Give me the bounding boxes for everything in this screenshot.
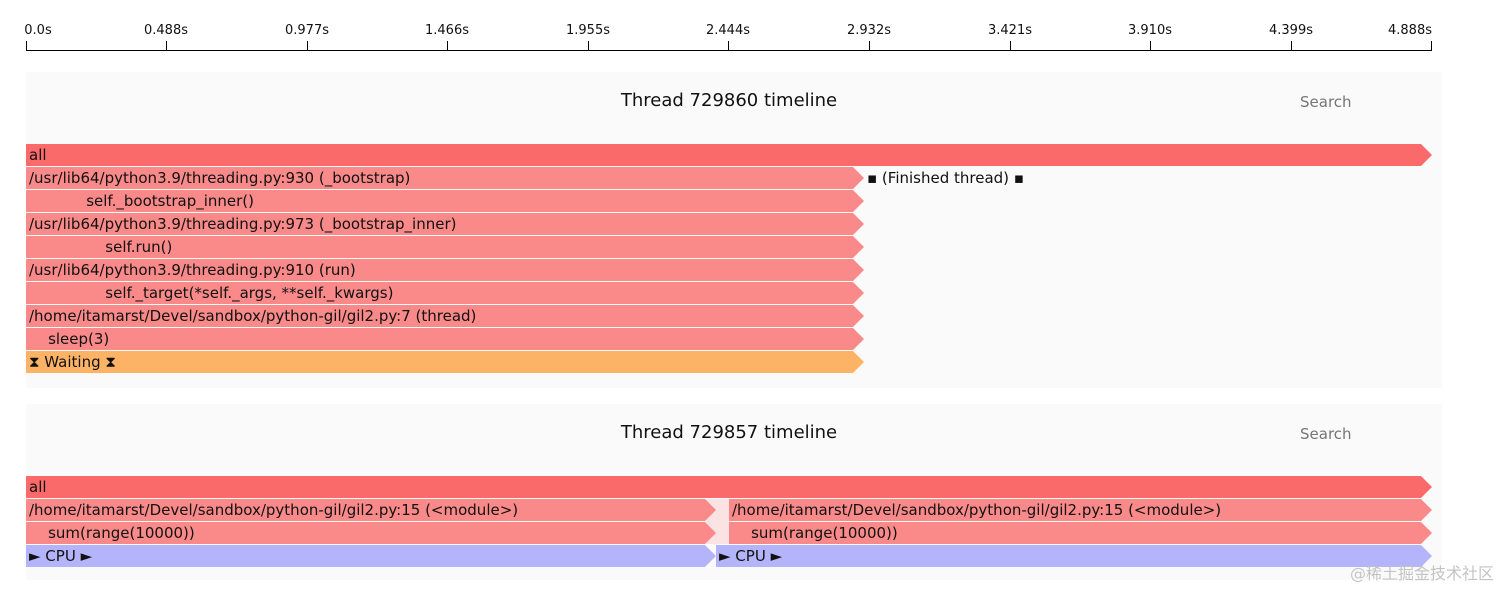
frame-run[interactable]: /usr/lib64/python3.9/threading.py:910 (r…	[26, 259, 864, 281]
frame-bootstrap[interactable]: /usr/lib64/python3.9/threading.py:930 (_…	[26, 167, 864, 189]
frame-code-right[interactable]: sum(range(10000))	[729, 522, 1432, 544]
frame-all[interactable]: all	[26, 144, 1432, 166]
tick-mark	[1431, 41, 1432, 50]
time-axis: 0.0s 0.488s 0.977s 1.466s 1.955s 2.444s …	[0, 0, 1512, 60]
thread-panel-729860: Thread 729860 timeline all /usr/lib64/py…	[26, 72, 1442, 388]
frame-thread[interactable]: /home/itamarst/Devel/sandbox/python-gil/…	[26, 305, 864, 327]
search-input[interactable]	[1298, 424, 1382, 444]
tick-mark	[1150, 41, 1151, 50]
frame-module-left[interactable]: /home/itamarst/Devel/sandbox/python-gil/…	[26, 499, 716, 521]
frame-bootstrap-code[interactable]: self._bootstrap_inner()	[26, 190, 864, 212]
frame-all[interactable]: all	[26, 476, 1432, 498]
tick-label: 2.444s	[706, 23, 750, 38]
tick-label: 0.488s	[144, 23, 188, 38]
tick-label: 1.955s	[566, 23, 610, 38]
frame-thread-code[interactable]: sleep(3)	[26, 328, 864, 350]
tick-mark	[447, 41, 448, 50]
tick-mark	[728, 41, 729, 50]
axis-line	[26, 50, 1432, 51]
tick-mark	[1010, 41, 1011, 50]
tick-label: 0.977s	[285, 23, 329, 38]
tick-label: 4.399s	[1269, 23, 1313, 38]
frame-bootstrap-inner-code[interactable]: self.run()	[26, 236, 864, 258]
tick-label: 0.0s	[24, 23, 52, 38]
frame-module-right[interactable]: /home/itamarst/Devel/sandbox/python-gil/…	[729, 499, 1432, 521]
frame-cpu-left[interactable]: ► CPU ►	[26, 545, 716, 567]
frame-cpu-right[interactable]: ► CPU ►	[716, 545, 1432, 567]
tick-mark	[869, 41, 870, 50]
frame-bootstrap-inner[interactable]: /usr/lib64/python3.9/threading.py:973 (_…	[26, 213, 864, 235]
search-input[interactable]	[1298, 92, 1382, 112]
thread-title: Thread 729860 timeline	[620, 90, 838, 111]
frame-waiting[interactable]: ⧗ Waiting ⧗	[26, 351, 864, 373]
tick-mark	[26, 41, 27, 50]
tick-label: 2.932s	[847, 23, 891, 38]
tick-mark	[1291, 41, 1292, 50]
tick-label: 3.421s	[988, 23, 1032, 38]
tick-label: 4.888s	[1388, 23, 1432, 38]
finished-thread-label: ▪ (Finished thread) ▪	[867, 169, 1024, 187]
frame-code-left[interactable]: sum(range(10000))	[26, 522, 716, 544]
tick-label: 1.466s	[425, 23, 469, 38]
thread-title: Thread 729857 timeline	[620, 422, 838, 443]
tick-mark	[588, 41, 589, 50]
frame-run-code[interactable]: self._target(*self._args, **self._kwargs…	[26, 282, 864, 304]
thread-panel-729857: Thread 729857 timeline all /home/itamars…	[26, 404, 1442, 580]
tick-label: 3.910s	[1128, 23, 1172, 38]
tick-mark	[307, 41, 308, 50]
watermark: @稀土掘金技术社区	[1349, 564, 1494, 583]
tick-mark	[166, 41, 167, 50]
